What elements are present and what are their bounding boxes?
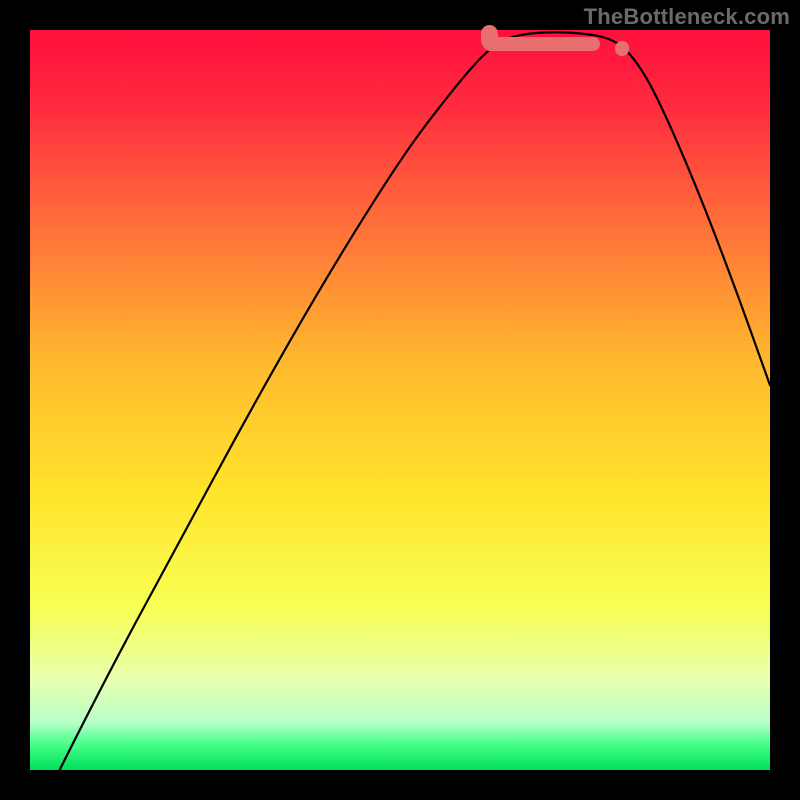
optimal-range-marker-cap <box>481 25 497 49</box>
bottleneck-curve <box>30 30 770 770</box>
watermark-text: TheBottleneck.com <box>584 4 790 30</box>
chart-frame: TheBottleneck.com <box>0 0 800 800</box>
plot-area <box>30 30 770 770</box>
optimal-point-marker <box>615 41 630 56</box>
optimal-range-marker <box>483 37 600 52</box>
